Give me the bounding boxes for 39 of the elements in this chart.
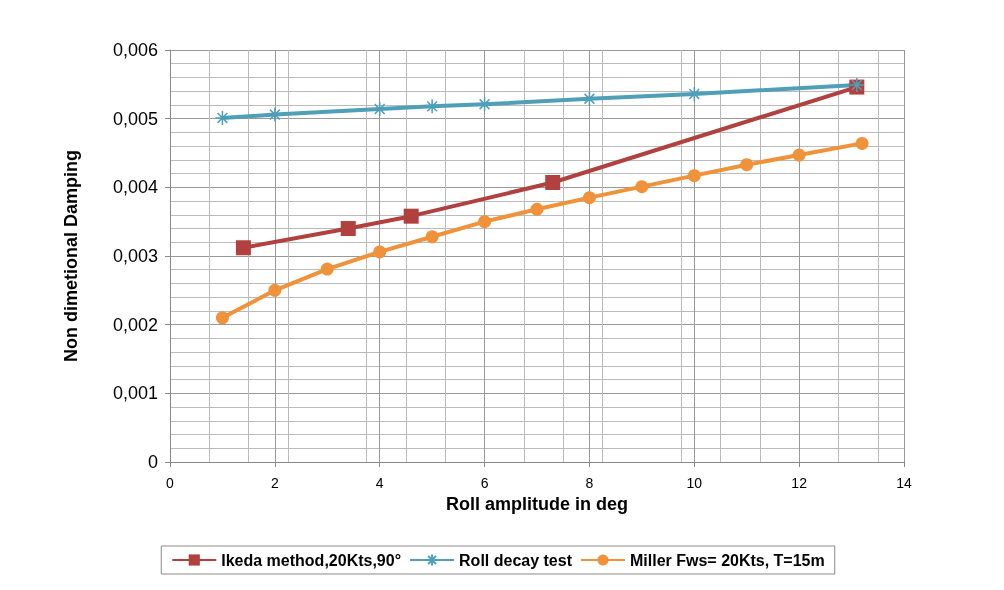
point [424,98,440,115]
point [530,202,544,216]
x-tick-label: 2 [270,475,279,491]
point [235,240,251,256]
point [373,245,387,259]
point [687,169,701,183]
point [855,136,869,150]
point [792,148,806,162]
x-tick-label: 12 [791,475,808,491]
y-tick-label: 0,005 [112,108,158,129]
point [268,283,282,297]
point [740,158,754,172]
x-tick-label: 14 [896,475,912,491]
point [425,230,439,244]
point [215,311,229,325]
x-tick-label: 4 [375,475,384,491]
x-tick-label: 10 [686,475,703,491]
x-tick-label: 0 [166,475,175,491]
x-axis-title: Roll amplitude in deg [445,493,629,514]
point [582,191,596,205]
point [403,208,419,224]
y-tick-label: 0,006 [112,40,158,60]
y-tick-label: 0,003 [112,246,158,266]
legend-label: Roll decay test [459,551,573,569]
point [267,106,283,123]
point [545,175,561,191]
y-tick-label: 0,004 [112,177,158,198]
y-axis-title: Non dimetional Damping [61,149,81,363]
x-tick-label: 6 [480,475,489,491]
point [320,262,334,276]
y-tick-label: 0,002 [112,314,158,335]
point [478,215,492,229]
x-tick-label: 8 [585,475,594,491]
y-tick-label: 0 [147,452,158,472]
point [635,180,649,194]
y-tick-label: 0,001 [112,383,158,404]
legend-label: Ikeda method,20Kts,90° [221,551,402,569]
legend-label: Miller Fws= 20Kts, T=15m [629,551,825,569]
point [340,221,356,237]
